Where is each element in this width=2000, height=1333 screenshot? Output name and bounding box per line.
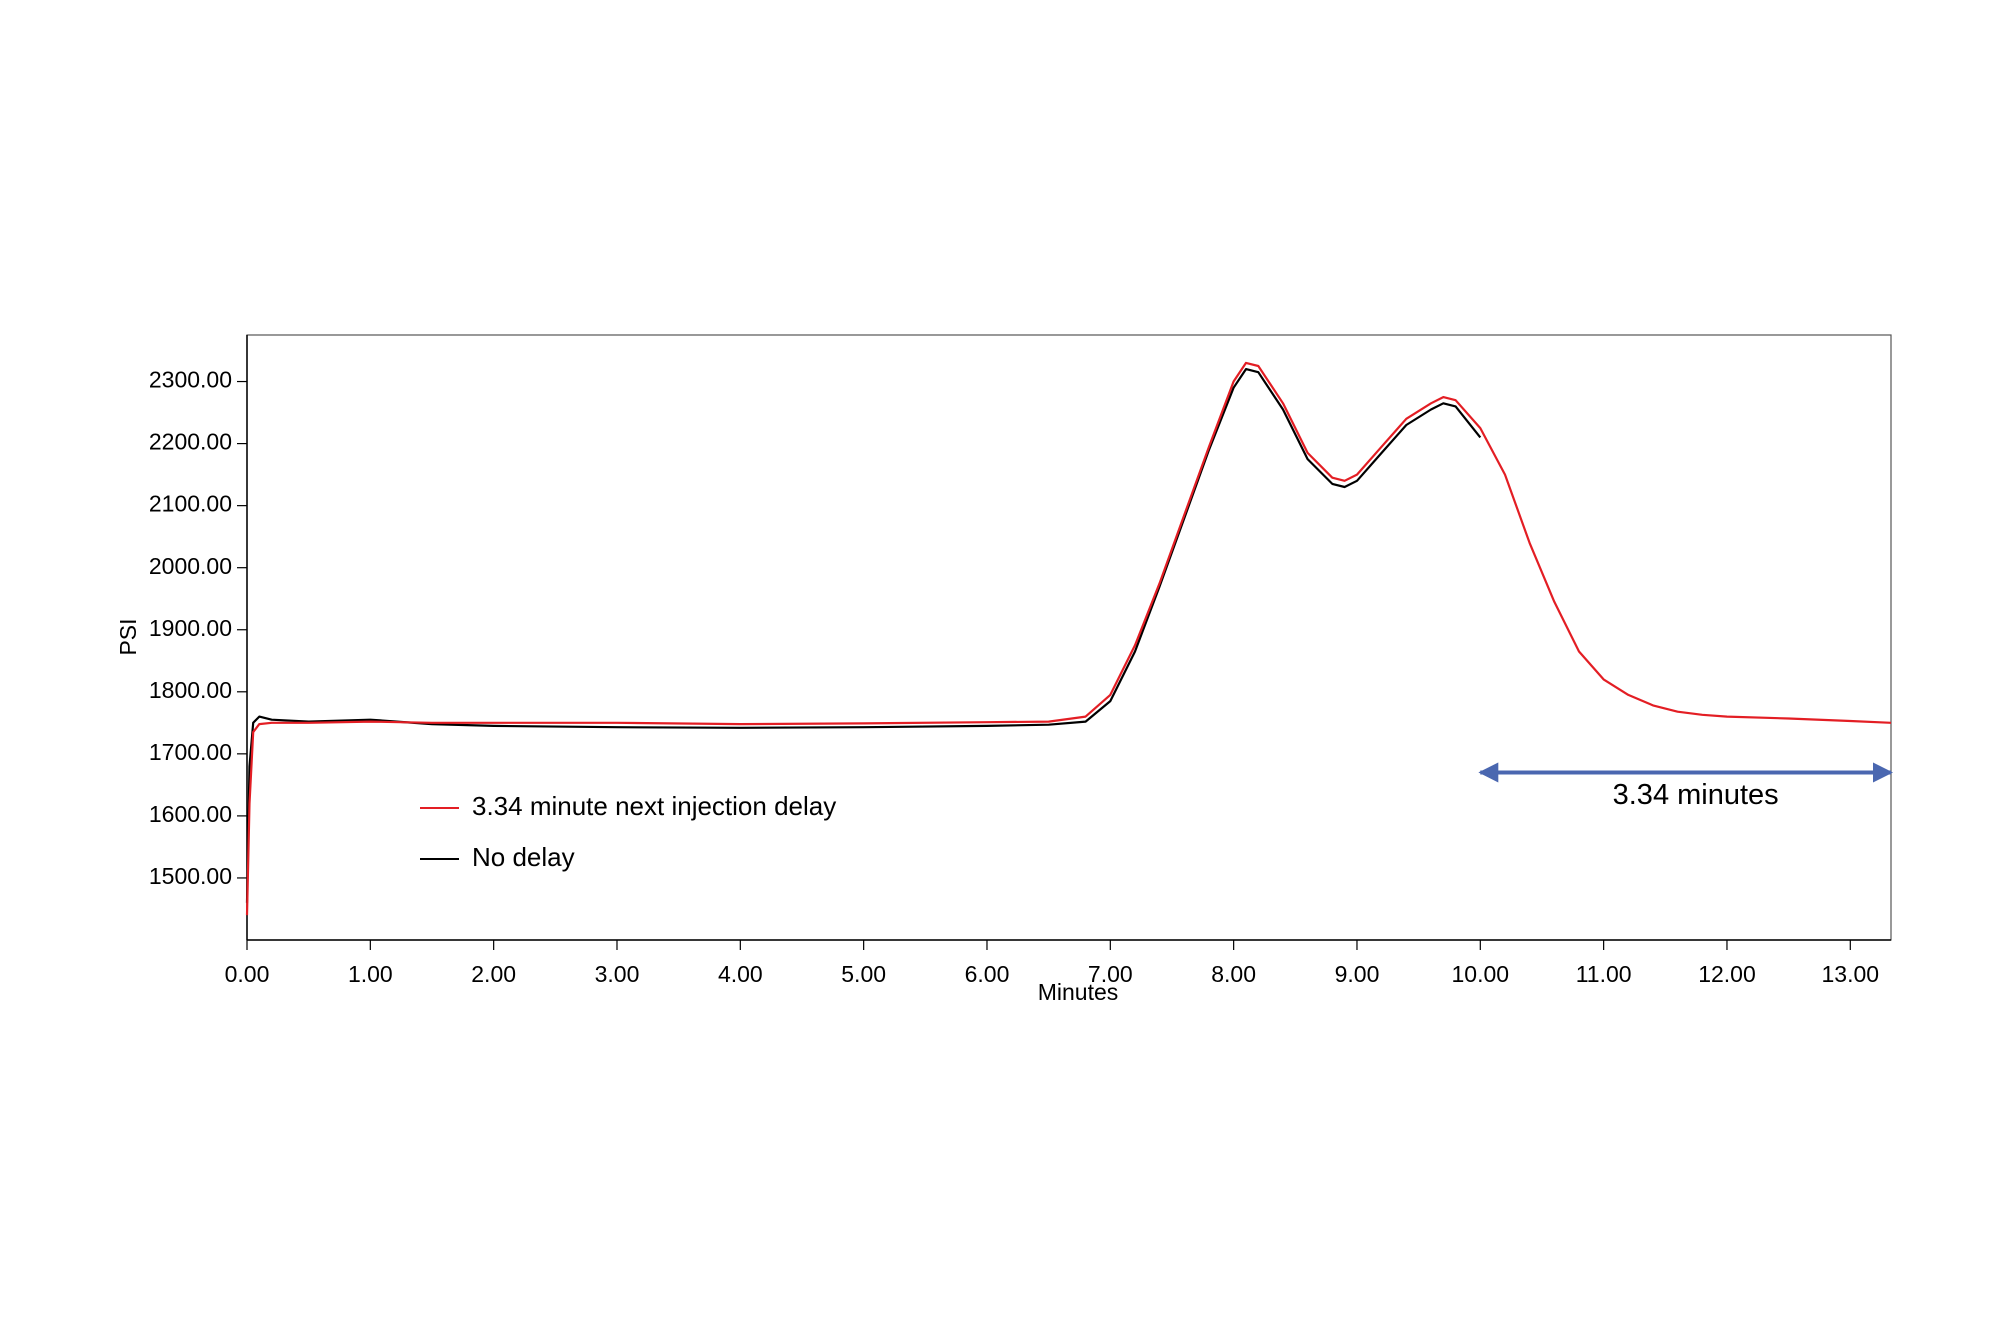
y-tick-label: 1600.00 bbox=[149, 801, 232, 827]
x-tick-label: 4.00 bbox=[718, 961, 763, 987]
legend-label: No delay bbox=[472, 842, 575, 872]
x-tick-label: 8.00 bbox=[1211, 961, 1256, 987]
y-tick-label: 2200.00 bbox=[149, 429, 232, 455]
y-axis-label: PSI bbox=[115, 618, 141, 655]
series-line bbox=[245, 368, 1482, 903]
y-tick-label: 2300.00 bbox=[149, 367, 232, 393]
x-tick-label: 2.00 bbox=[471, 961, 516, 987]
y-tick-label: 2000.00 bbox=[149, 553, 232, 579]
x-tick-label: 9.00 bbox=[1335, 961, 1380, 987]
y-tick-label: 1700.00 bbox=[149, 739, 232, 765]
y-tick-label: 1900.00 bbox=[149, 615, 232, 641]
x-tick-label: 13.00 bbox=[1822, 961, 1880, 987]
x-tick-label: 6.00 bbox=[965, 961, 1010, 987]
x-tick-label: 5.00 bbox=[841, 961, 886, 987]
y-tick-label: 2100.00 bbox=[149, 491, 232, 517]
y-tick-label: 1800.00 bbox=[149, 677, 232, 703]
y-tick-label: 1500.00 bbox=[149, 863, 232, 889]
x-tick-label: 0.00 bbox=[225, 961, 270, 987]
x-tick-label: 10.00 bbox=[1452, 961, 1510, 987]
x-tick-label: 7.00 bbox=[1088, 961, 1133, 987]
x-tick-label: 11.00 bbox=[1576, 961, 1632, 987]
x-axis-label: Minutes bbox=[1038, 979, 1119, 1005]
annotation-text: 3.34 minutes bbox=[1613, 779, 1779, 811]
legend-label: 3.34 minute next injection delay bbox=[472, 791, 836, 821]
x-tick-label: 12.00 bbox=[1698, 961, 1756, 987]
x-tick-label: 3.00 bbox=[595, 961, 640, 987]
x-tick-label: 1.00 bbox=[348, 961, 393, 987]
series-line bbox=[245, 361, 1892, 916]
